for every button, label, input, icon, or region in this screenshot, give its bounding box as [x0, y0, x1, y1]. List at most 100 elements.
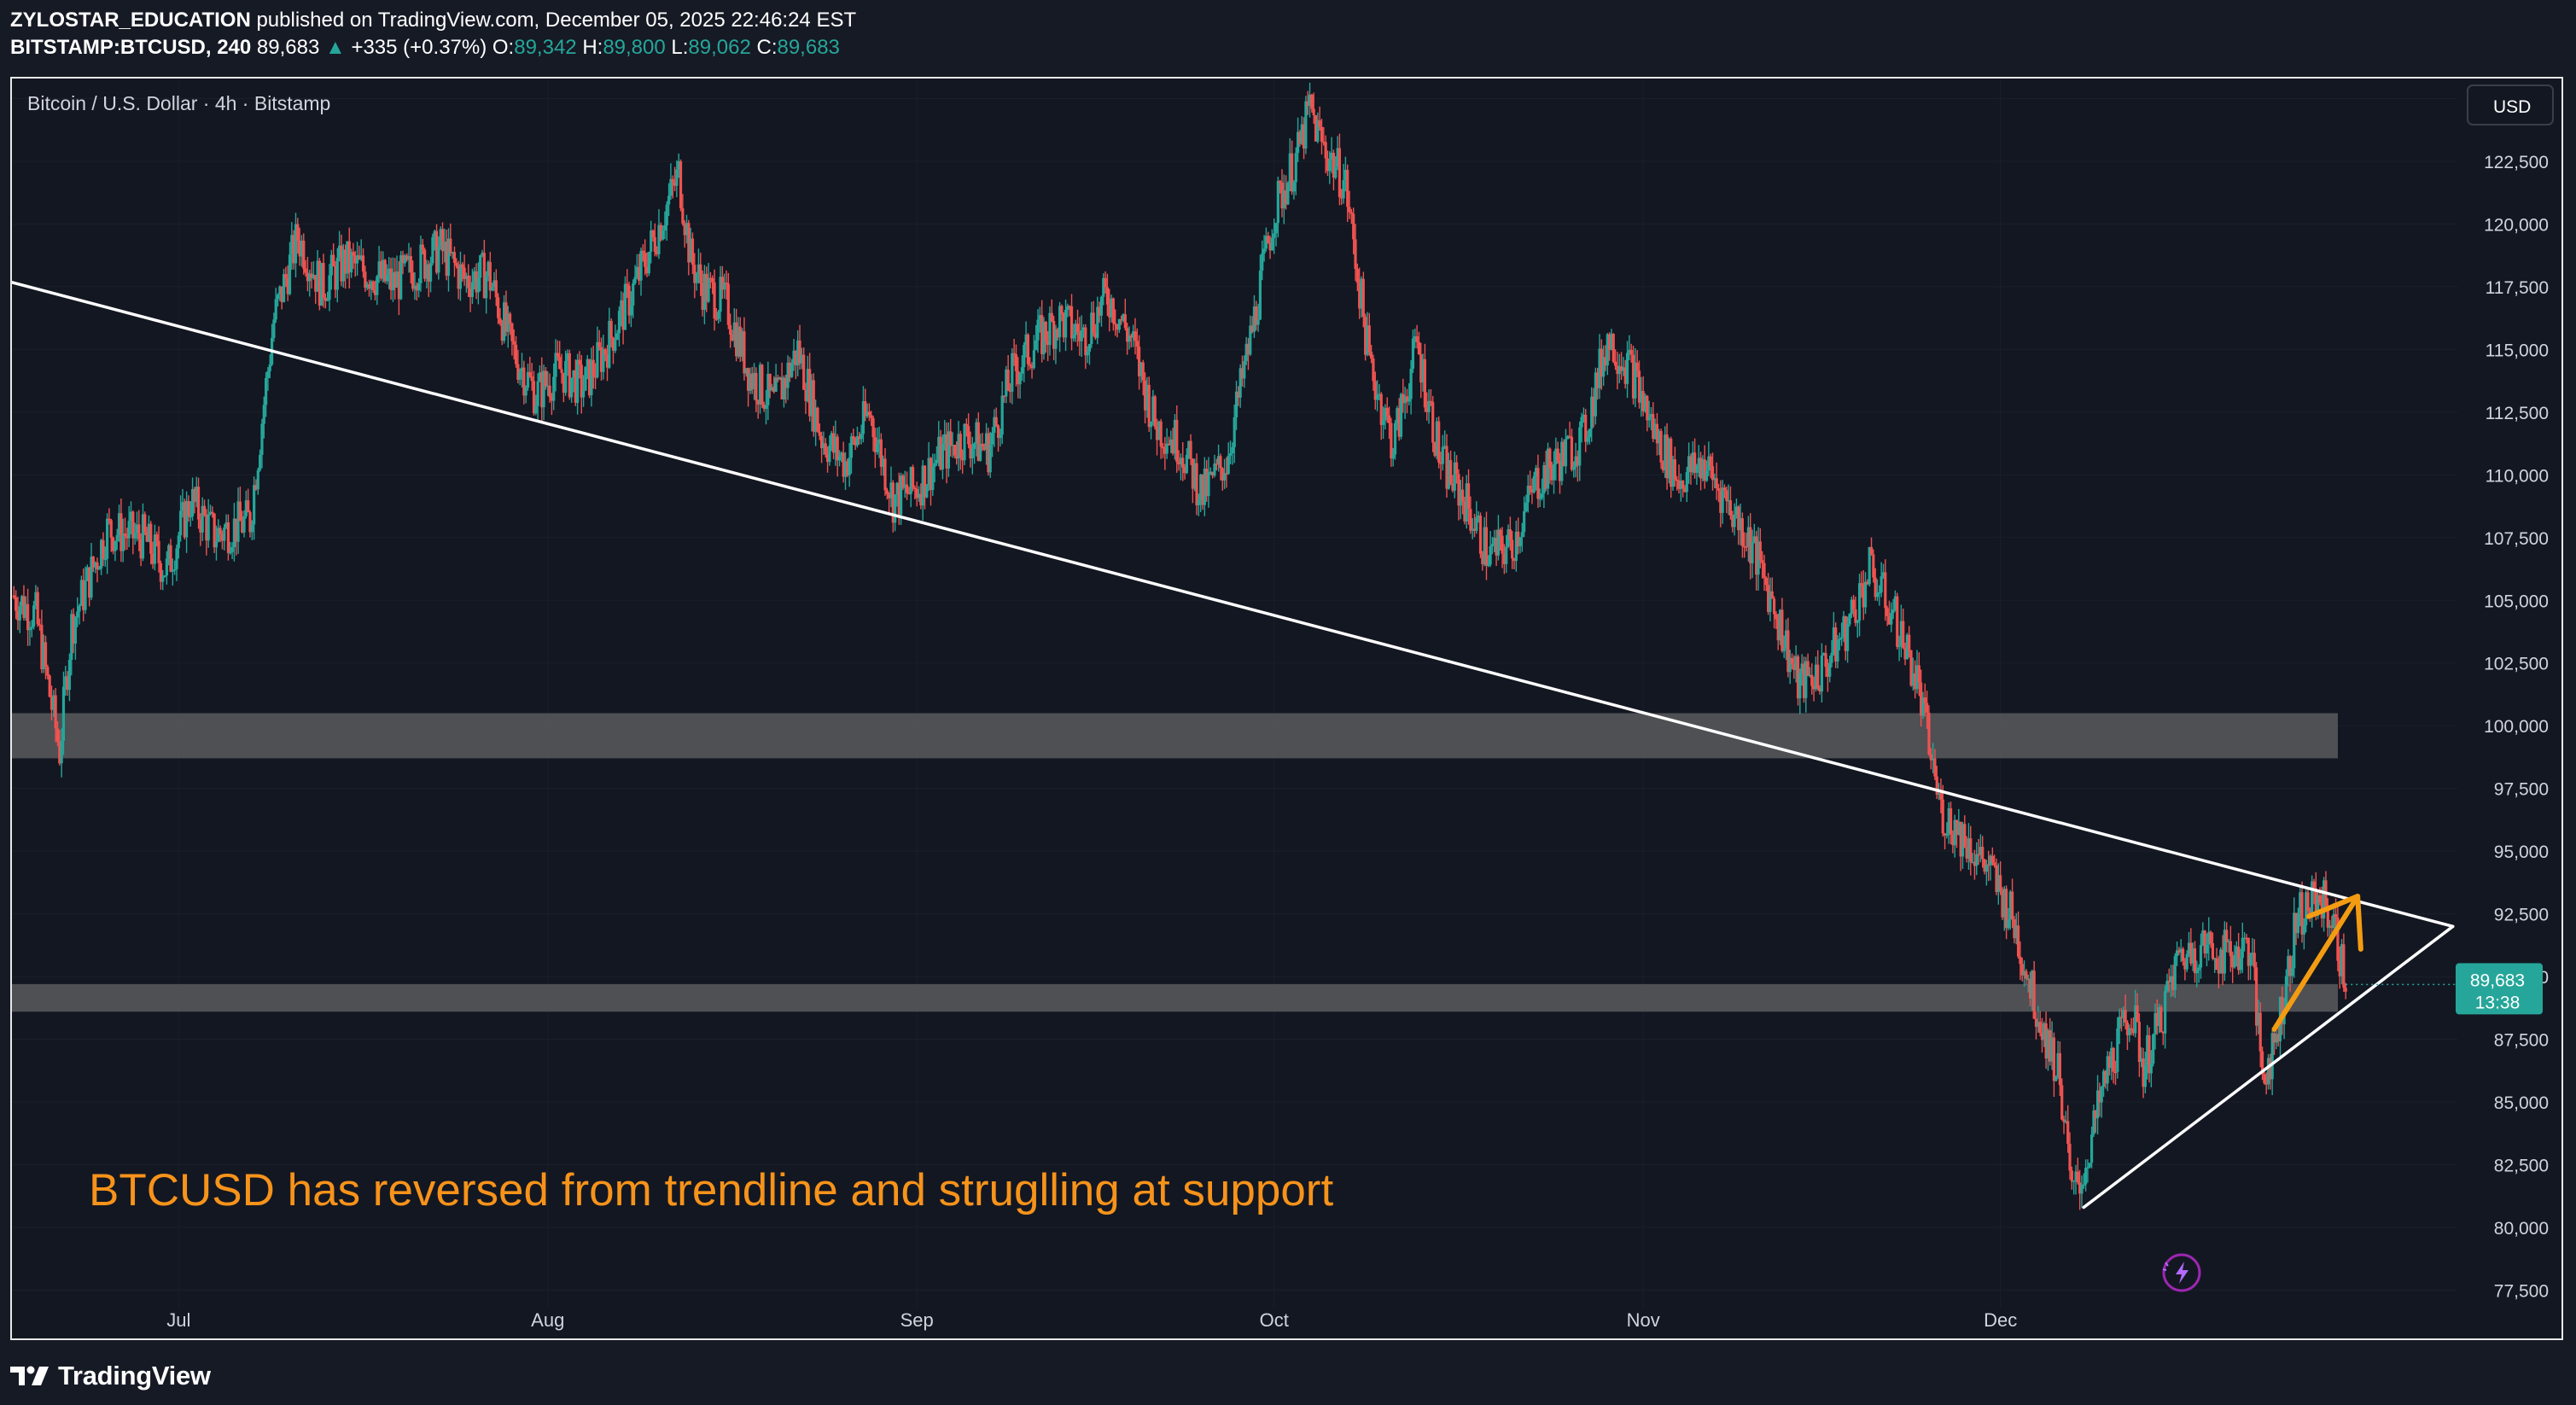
candle-body [1520, 532, 1524, 538]
bullish-arrow[interactable] [2271, 894, 2361, 1032]
candle-body [1838, 638, 1841, 640]
currency-button[interactable]: USD [2467, 85, 2554, 125]
descending-trendline[interactable] [12, 279, 2455, 929]
candle-body [1044, 322, 1047, 341]
candle-body [1129, 335, 1133, 338]
candle-body [1439, 462, 1442, 464]
candle-body [2026, 978, 2030, 981]
candle-body [617, 311, 621, 334]
candle-body [1460, 489, 1465, 502]
candle-body [1836, 639, 1839, 662]
bullish-arrow-head[interactable] [2305, 894, 2363, 952]
trendline-layer[interactable] [12, 279, 2466, 1210]
candle-body [1715, 478, 1718, 489]
candle-body [1292, 182, 1296, 192]
candle-body [2326, 906, 2329, 928]
y-tick-label: 95,000 [2494, 842, 2549, 862]
candle-body [645, 266, 649, 274]
candle-body [316, 260, 319, 292]
candle-body [1294, 153, 1297, 183]
candle-body [224, 522, 228, 528]
candle-body [1238, 368, 1242, 398]
candle-body [1023, 345, 1026, 368]
candle-body [1217, 456, 1221, 464]
candle-body [2056, 1052, 2060, 1077]
candle-body [1209, 471, 1212, 474]
candle-body [1586, 437, 1589, 442]
candle-body [562, 372, 565, 394]
candle-body [526, 371, 530, 388]
price-chart[interactable]: 77,50080,00082,50085,00087,50090,00092,5… [12, 79, 2561, 1338]
footer-brand[interactable]: TradingView [10, 1359, 211, 1393]
candle-body [802, 354, 806, 390]
candle-body [272, 319, 276, 338]
candle-body [614, 340, 617, 351]
candle-body [165, 558, 168, 576]
candle-body [187, 500, 190, 517]
candle-body [1921, 697, 1925, 716]
candle-body [1619, 366, 1623, 371]
candle-body [503, 302, 506, 341]
candle-body [621, 300, 625, 330]
author-name[interactable]: ZYLOSTAR_EDUCATION [10, 9, 251, 32]
candle-body [816, 407, 819, 432]
candle-body [915, 488, 918, 498]
candle-body [48, 675, 51, 697]
candle-body [2201, 930, 2205, 946]
candle-body [1996, 875, 2000, 893]
candle-body [388, 268, 391, 276]
up-triangle-icon: ▲ [325, 36, 346, 59]
candle-body [1255, 306, 1258, 325]
candle-body [1842, 616, 1845, 638]
y-tick-label: 102,500 [2484, 655, 2549, 674]
candle-body [840, 452, 843, 457]
ascending-trendline[interactable] [2082, 924, 2455, 1210]
y-tick-label: 112,500 [2486, 404, 2549, 423]
candle-body [675, 169, 679, 186]
candle-body [1475, 516, 1478, 531]
candle-body [1758, 541, 1762, 561]
candle-body [1330, 152, 1333, 160]
candle-body [36, 592, 39, 625]
candle-body [323, 297, 327, 301]
candle-body [951, 445, 954, 446]
candle-body [1471, 528, 1474, 531]
candle-body [2336, 917, 2340, 961]
candle-body [1971, 861, 1974, 864]
candle-body [1155, 427, 1159, 440]
candle-body [235, 518, 238, 542]
candle-body [1056, 329, 1059, 338]
candle-body [1340, 196, 1343, 199]
lightning-icon[interactable] [2162, 1253, 2201, 1292]
candle-body [2264, 1083, 2268, 1085]
candle-body [661, 230, 665, 240]
candle-body [1324, 142, 1327, 159]
candle-body [587, 359, 592, 396]
candle-body [30, 627, 33, 629]
candle-body [196, 487, 201, 520]
candle-body [935, 459, 939, 463]
candle-body [1947, 808, 1950, 834]
candle-body [2205, 944, 2209, 953]
candle-body [1995, 865, 1998, 893]
support-zone-1[interactable] [12, 713, 2338, 759]
candle-body [903, 484, 906, 488]
candle-body [580, 364, 583, 398]
candle-body [1749, 527, 1752, 564]
candle-body [990, 433, 994, 445]
candle-body [1951, 834, 1955, 846]
candle-body [1727, 500, 1730, 502]
candle-body [1185, 454, 1188, 474]
chart-frame[interactable]: 77,50080,00082,50085,00087,50090,00092,5… [10, 77, 2563, 1340]
candle-body [820, 435, 824, 449]
candle-body [2101, 1070, 2106, 1087]
candle-body [1637, 370, 1641, 403]
candle-body [1670, 439, 1673, 487]
candle-body [1834, 627, 1838, 662]
candle-body [183, 502, 186, 538]
candle-body [2263, 1074, 2266, 1084]
candle-body [1572, 466, 1576, 470]
candle-body [1011, 353, 1014, 392]
published-text: published on TradingView.com, December 0… [256, 9, 857, 32]
support-zone-2[interactable] [12, 983, 2338, 1012]
